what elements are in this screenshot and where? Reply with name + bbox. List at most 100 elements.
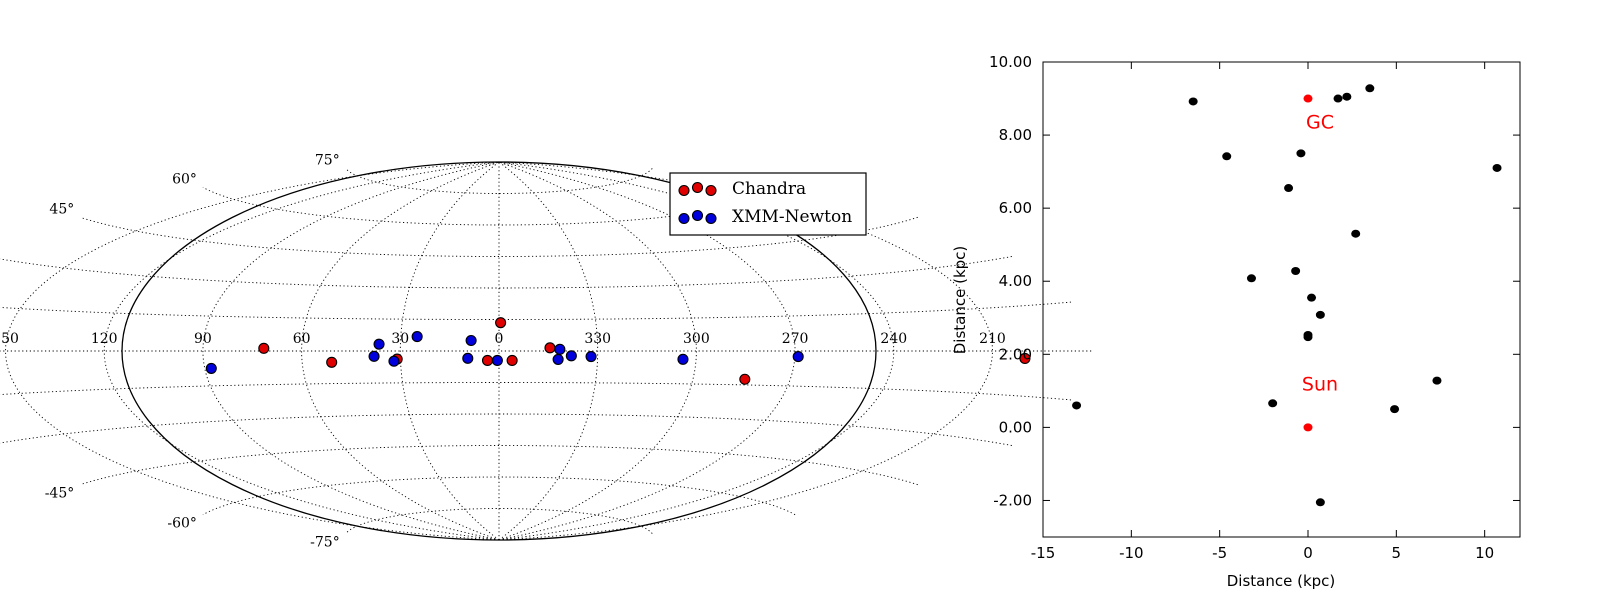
latitude-gridline: [0, 413, 1012, 446]
source-point: [1390, 405, 1400, 414]
y-tick-label: 4.00: [999, 272, 1032, 290]
legend: Chandra XMM-Newton: [669, 172, 867, 236]
y-tick-label: 2.00: [999, 345, 1032, 363]
source-point: [1342, 92, 1352, 101]
x-tick-label: 5: [1392, 544, 1402, 562]
longitude-tick-label: 120: [91, 331, 118, 347]
gc-label: GC: [1306, 112, 1334, 134]
longitude-tick-labels: 1501209060300330300270240210: [0, 331, 1006, 347]
source-point: [1284, 184, 1294, 193]
legend-marker: [678, 212, 690, 225]
source-point: [1307, 293, 1317, 302]
aitoff-sky-map: 1501209060300330300270240210 75°60°45°30…: [0, 152, 1092, 551]
source-point: [1268, 399, 1278, 408]
legend-label: Chandra: [732, 179, 806, 199]
xmm-newton-source-point: [552, 353, 564, 365]
sun-point: [1303, 423, 1313, 432]
distance-points: GC Sun: [1072, 84, 1502, 507]
source-point: [1315, 310, 1325, 319]
source-point: [1492, 163, 1502, 172]
source-point: [1303, 333, 1313, 342]
x-tick-label: 10: [1475, 544, 1494, 562]
chandra-source-point: [506, 354, 518, 367]
source-point: [1333, 94, 1343, 103]
latitude-gridline: [80, 216, 918, 257]
xmm-newton-source-point: [462, 352, 474, 364]
y-tick-label: 6.00: [999, 199, 1032, 217]
sky-points: [205, 317, 1031, 385]
longitude-tick-label: 330: [584, 331, 611, 347]
source-point: [1222, 152, 1232, 161]
y-tick-label: 8.00: [999, 126, 1032, 144]
latitude-tick-labels: 75°60°45°30°15°0°-15°-30°-45°-60°-75°: [45, 152, 340, 551]
latitude-gridline: [0, 301, 1072, 320]
chandra-source-point: [495, 317, 507, 329]
x-tick-label: -15: [1031, 544, 1056, 562]
xmm-newton-source-point: [677, 353, 689, 365]
plot-frame: [1042, 61, 1521, 538]
source-point: [1291, 267, 1301, 275]
latitude-gridline: [0, 382, 1072, 401]
latitude-tick-label: 45°: [49, 201, 74, 217]
xmm-newton-source-point: [585, 350, 597, 363]
sun-label: Sun: [1302, 373, 1338, 395]
xmm-newton-source-point: [491, 354, 503, 367]
xmm-newton-source-point: [205, 362, 217, 374]
latitude-tick-label: -60°: [167, 516, 197, 532]
latitude-tick-label: 60°: [172, 171, 197, 187]
latitude-gridline: [202, 186, 796, 226]
xmm-newton-source-point: [411, 331, 423, 343]
latitude-tick-label: -45°: [45, 486, 75, 502]
xmm-newton-source-point: [565, 350, 577, 362]
source-point: [1246, 274, 1256, 283]
legend-marker: [705, 212, 717, 225]
legend-label: XMM-Newton: [732, 207, 852, 227]
longitude-tick-label: 90: [194, 331, 212, 347]
xmm-newton-source-point: [388, 355, 400, 367]
longitude-tick-label: 30: [391, 331, 409, 347]
x-tick-label: -5: [1212, 544, 1227, 562]
distance-scatter-plot: -15 -10 -5 0 5 10 -2.00 0.00 2.00 4.00 6.00 8.00 10.…: [951, 53, 1521, 590]
longitude-tick-label: 150: [0, 331, 19, 347]
chandra-source-point: [258, 342, 270, 354]
y-tick-label: -2.00: [993, 491, 1032, 509]
chandra-source-point: [326, 356, 338, 368]
longitude-tick-label: 60: [293, 331, 311, 347]
chandra-source-point: [1019, 352, 1031, 364]
latitude-gridline: [0, 256, 1012, 289]
longitude-gridline: [202, 161, 500, 541]
x-tick-label: -10: [1119, 544, 1144, 562]
source-point: [1188, 97, 1198, 106]
x-tick-label: 0: [1303, 544, 1313, 562]
legend-marker: [691, 209, 704, 222]
chandra-source-point: [739, 373, 751, 385]
latitude-tick-label: -75°: [310, 535, 340, 551]
legend-marker: [678, 184, 690, 197]
axis-ticks: -15 -10 -5 0 5 10 -2.00 0.00 2.00 4.00 6.00 8.00 10.…: [989, 53, 1520, 562]
longitude-gridline: [103, 161, 500, 541]
sky-map-boundary: [121, 161, 877, 541]
chandra-source-point: [544, 342, 556, 354]
source-point: [1296, 149, 1306, 158]
source-point: [1351, 229, 1361, 238]
source-point: [1365, 84, 1375, 93]
xmm-newton-source-point: [373, 338, 385, 350]
longitude-tick-label: 210: [979, 331, 1006, 347]
longitude-tick-label: 300: [683, 331, 710, 347]
longitude-gridline: [498, 161, 796, 541]
latitude-tick-label: 75°: [315, 152, 340, 168]
source-point: [1432, 376, 1442, 385]
longitude-tick-label: 0: [495, 331, 504, 347]
chandra-source-point: [481, 354, 494, 367]
latitude-gridline: [80, 445, 918, 486]
legend-box: [669, 172, 867, 236]
longitude-tick-label: 240: [880, 331, 907, 347]
source-point: [1072, 401, 1082, 410]
xmm-newton-source-point: [792, 351, 804, 363]
xmm-newton-source-point: [554, 343, 566, 355]
longitude-gridline: [498, 161, 599, 541]
legend-marker: [705, 184, 717, 197]
legend-marker: [691, 181, 704, 194]
y-tick-label: 10.00: [989, 53, 1032, 71]
longitude-gridline: [301, 161, 500, 541]
